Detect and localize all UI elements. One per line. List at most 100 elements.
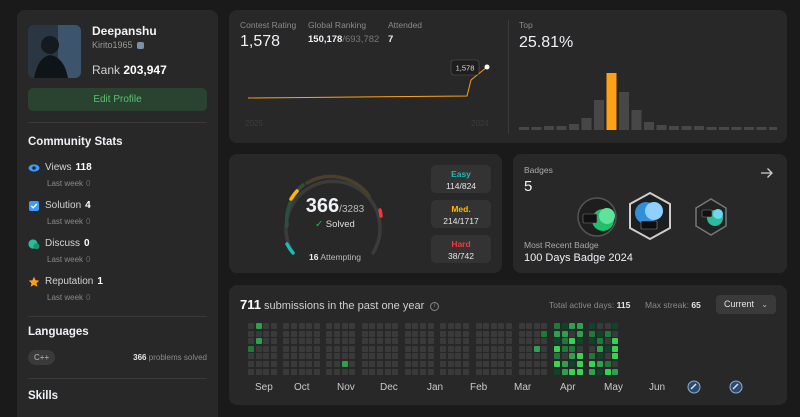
- heatmap-cell[interactable]: [576, 361, 583, 367]
- heatmap-cell[interactable]: [475, 338, 482, 345]
- heatmap-cell[interactable]: [334, 330, 340, 337]
- heatmap-cell[interactable]: [291, 338, 297, 345]
- heatmap-cell[interactable]: [263, 361, 270, 367]
- badge-monthly[interactable]: [693, 197, 729, 237]
- heatmap-cell[interactable]: [412, 368, 419, 375]
- heatmap-cell[interactable]: [576, 323, 583, 329]
- heatmap-cell[interactable]: [597, 323, 603, 329]
- heatmap-cell[interactable]: [455, 345, 462, 352]
- heatmap-cell[interactable]: [483, 323, 490, 329]
- heatmap-cell[interactable]: [483, 368, 490, 375]
- heatmap-cell[interactable]: [270, 368, 277, 375]
- arrow-right-icon[interactable]: [760, 166, 774, 180]
- heatmap-cell[interactable]: [589, 361, 596, 367]
- heatmap-cell[interactable]: [255, 368, 262, 375]
- heatmap-cell[interactable]: [554, 353, 560, 360]
- heatmap-cell[interactable]: [554, 345, 560, 352]
- heatmap-cell[interactable]: [604, 361, 611, 367]
- heatmap-cell[interactable]: [412, 338, 419, 345]
- heatmap-cell[interactable]: [341, 353, 348, 360]
- heatmap-cell[interactable]: [404, 368, 411, 375]
- heatmap-cell[interactable]: [490, 345, 497, 352]
- heatmap-cell[interactable]: [248, 323, 254, 329]
- heatmap-cell[interactable]: [589, 353, 596, 360]
- heatmap-cell[interactable]: [506, 345, 512, 352]
- heatmap-cell[interactable]: [483, 353, 490, 360]
- heatmap-cell[interactable]: [589, 338, 596, 345]
- heatmap-cell[interactable]: [255, 353, 262, 360]
- heatmap-cell[interactable]: [349, 353, 356, 360]
- heatmap-cell[interactable]: [604, 368, 611, 375]
- heatmap-cell[interactable]: [420, 353, 426, 360]
- heatmap-cell[interactable]: [384, 353, 391, 360]
- heatmap-cell[interactable]: [612, 345, 619, 352]
- heatmap-cell[interactable]: [440, 330, 447, 337]
- heatmap-cell[interactable]: [455, 353, 462, 360]
- heatmap-cell[interactable]: [298, 338, 305, 345]
- heatmap-cell[interactable]: [498, 330, 505, 337]
- heatmap-cell[interactable]: [427, 330, 434, 337]
- heatmap-cell[interactable]: [427, 345, 434, 352]
- heatmap-cell[interactable]: [612, 338, 619, 345]
- heatmap-cell[interactable]: [475, 323, 482, 329]
- heatmap-cell[interactable]: [506, 353, 512, 360]
- heatmap-cell[interactable]: [255, 330, 262, 337]
- heatmap-cell[interactable]: [377, 338, 383, 345]
- heatmap-cell[interactable]: [597, 353, 603, 360]
- heatmap-cell[interactable]: [526, 330, 533, 337]
- heatmap-cell[interactable]: [612, 353, 619, 360]
- heatmap-cell[interactable]: [361, 353, 368, 360]
- hard-stat[interactable]: Hard 38/742: [431, 235, 491, 263]
- heatmap-cell[interactable]: [541, 323, 548, 329]
- heatmap-cell[interactable]: [463, 323, 469, 329]
- heatmap-cell[interactable]: [412, 361, 419, 367]
- heatmap-cell[interactable]: [306, 345, 313, 352]
- heatmap-cell[interactable]: [440, 345, 447, 352]
- heatmap-cell[interactable]: [463, 361, 469, 367]
- heatmap-cell[interactable]: [569, 323, 576, 329]
- heatmap-cell[interactable]: [404, 330, 411, 337]
- heatmap-cell[interactable]: [361, 345, 368, 352]
- heatmap-cell[interactable]: [561, 368, 568, 375]
- heatmap-cell[interactable]: [384, 330, 391, 337]
- heatmap-cell[interactable]: [490, 361, 497, 367]
- heatmap-cell[interactable]: [440, 323, 447, 329]
- heatmap-cell[interactable]: [313, 338, 320, 345]
- heatmap-cell[interactable]: [533, 338, 540, 345]
- heatmap-cell[interactable]: [604, 323, 611, 329]
- heatmap-cell[interactable]: [440, 353, 447, 360]
- heatmap-cell[interactable]: [612, 323, 619, 329]
- heatmap-cell[interactable]: [283, 323, 290, 329]
- heatmap-cell[interactable]: [490, 353, 497, 360]
- heatmap-cell[interactable]: [483, 361, 490, 367]
- heatmap-cell[interactable]: [498, 361, 505, 367]
- heatmap-cell[interactable]: [526, 368, 533, 375]
- heatmap-cell[interactable]: [526, 338, 533, 345]
- heatmap-cell[interactable]: [576, 345, 583, 352]
- heatmap-cell[interactable]: [326, 353, 333, 360]
- heatmap-cell[interactable]: [420, 345, 426, 352]
- heatmap-cell[interactable]: [533, 323, 540, 329]
- heatmap-cell[interactable]: [349, 345, 356, 352]
- heatmap-cell[interactable]: [455, 361, 462, 367]
- heatmap-cell[interactable]: [270, 345, 277, 352]
- heatmap-cell[interactable]: [248, 330, 254, 337]
- heatmap-cell[interactable]: [569, 368, 576, 375]
- heatmap-cell[interactable]: [475, 361, 482, 367]
- heatmap-cell[interactable]: [326, 345, 333, 352]
- heatmap-cell[interactable]: [361, 368, 368, 375]
- heatmap-cell[interactable]: [248, 338, 254, 345]
- heatmap-cell[interactable]: [412, 323, 419, 329]
- heatmap-cell[interactable]: [597, 368, 603, 375]
- heatmap-cell[interactable]: [306, 330, 313, 337]
- heatmap-cell[interactable]: [404, 338, 411, 345]
- heatmap-cell[interactable]: [361, 330, 368, 337]
- heatmap-cell[interactable]: [298, 323, 305, 329]
- badge-50-days[interactable]: [573, 192, 625, 242]
- heatmap-cell[interactable]: [533, 353, 540, 360]
- heatmap-cell[interactable]: [420, 368, 426, 375]
- heatmap-cell[interactable]: [377, 330, 383, 337]
- heatmap-cell[interactable]: [604, 353, 611, 360]
- heatmap-cell[interactable]: [589, 368, 596, 375]
- heatmap-cell[interactable]: [313, 353, 320, 360]
